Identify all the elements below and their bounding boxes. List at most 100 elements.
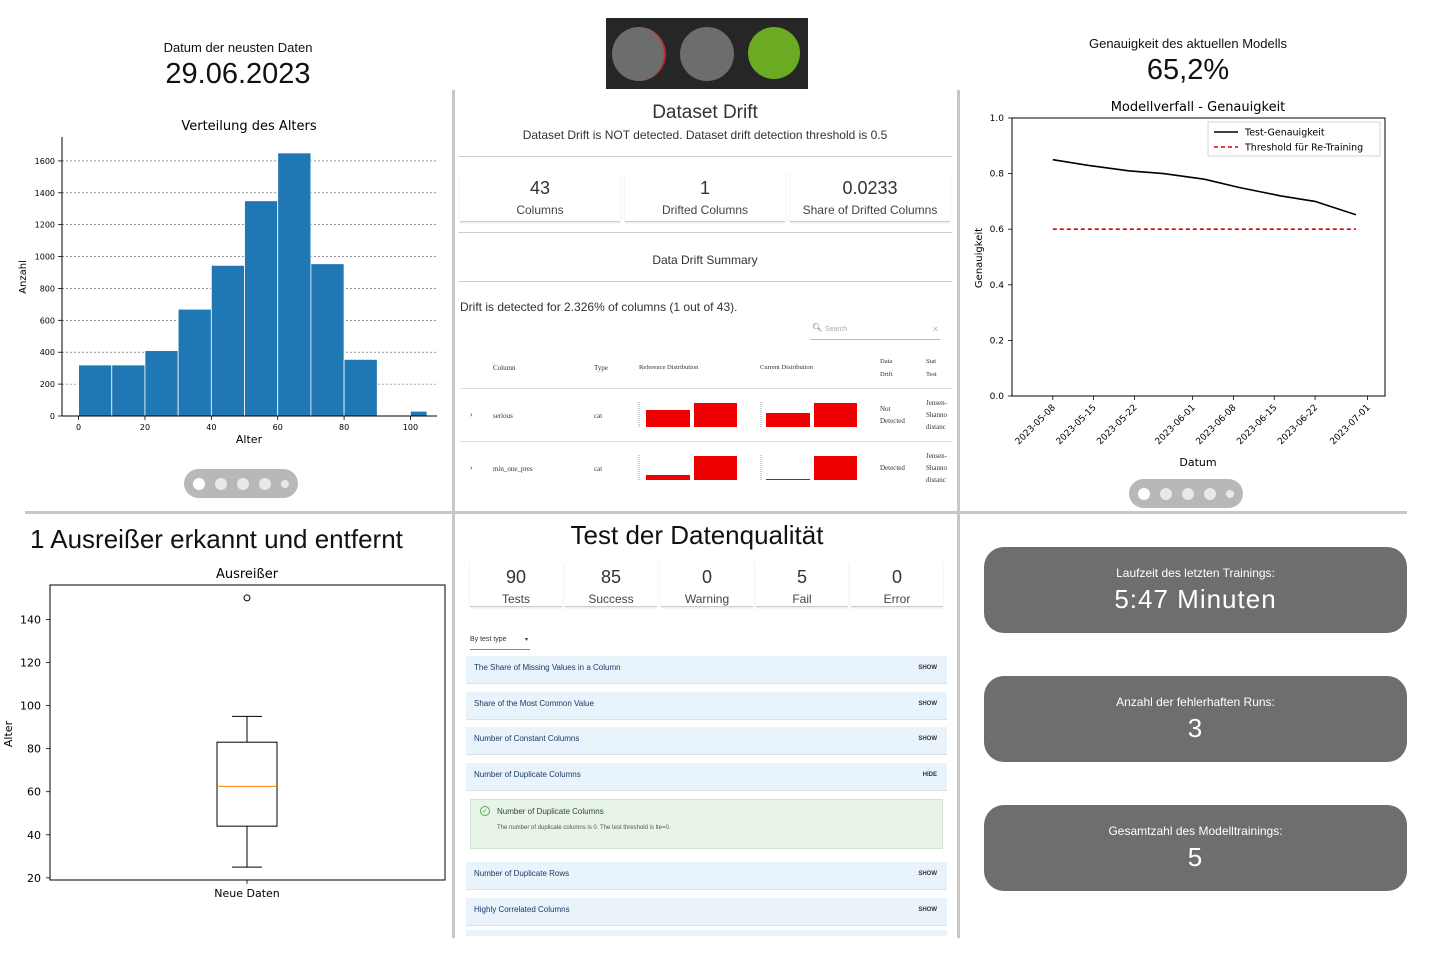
x-tick-label: 2023-06-08	[1195, 403, 1239, 447]
drift-subtitle: Dataset Drift is NOT detected. Dataset d…	[522, 128, 888, 142]
test-row[interactable]: Number of Duplicate Columns HIDE	[466, 763, 947, 791]
y-tick-label: 600	[40, 316, 55, 325]
decay-chart-xlabel: Datum	[1179, 456, 1216, 469]
legend-label: Threshold für Re-Training	[1244, 143, 1363, 154]
y-tick-label: 0.8	[990, 170, 1005, 180]
carousel-dot[interactable]	[193, 477, 205, 490]
quality-metric-card: 5 Fail	[756, 561, 848, 607]
row-column: serious	[493, 412, 513, 420]
stat-label: Gesamtzahl des Modelltrainings:	[1108, 824, 1283, 838]
dist-bar	[814, 403, 857, 427]
test-row[interactable]: Number of Constant Columns SHOW	[466, 727, 947, 755]
x-tick-label: 0	[76, 423, 81, 432]
test-row[interactable]: The Share of Missing Values in a Column S…	[466, 656, 947, 684]
show-button[interactable]: SHOW	[918, 871, 937, 877]
close-icon[interactable]: ×	[932, 324, 938, 334]
histogram-bar	[410, 410, 428, 417]
failed-runs-card: Anzahl der fehlerhaften Runs: 3	[984, 676, 1407, 762]
hide-button[interactable]: HIDE	[922, 772, 937, 778]
row-type: cat	[594, 465, 603, 473]
outlier-boxplot: Ausreißer Alter Neue Daten 20 40 60 80 100 12…	[2, 567, 446, 900]
age-histogram: Verteilung des Alters Anzahl Alter 02004…	[18, 119, 437, 446]
dist-bar	[694, 456, 737, 480]
carousel-dot[interactable]	[1226, 489, 1234, 498]
carousel-dot[interactable]	[259, 477, 271, 490]
metric-value: 5	[796, 567, 807, 587]
search-placeholder: Search	[825, 326, 848, 333]
search-input[interactable]: 🔍︎ Search ×	[810, 322, 940, 340]
show-button[interactable]: SHOW	[918, 701, 937, 707]
carousel-dots[interactable]	[1129, 479, 1243, 508]
x-tick-label: 2023-06-22	[1276, 403, 1320, 447]
metric-label: Share of Drifted Columns	[802, 203, 938, 217]
metric-label: Drifted Columns	[661, 203, 749, 217]
stat-header[interactable]: Test	[926, 371, 937, 378]
row-stat: Jensen-	[926, 399, 947, 407]
carousel-dot[interactable]	[1204, 487, 1216, 500]
divider	[460, 441, 952, 442]
x-tick-label: 2023-05-15	[1055, 403, 1099, 447]
show-button[interactable]: SHOW	[918, 736, 937, 742]
column-header[interactable]: Column	[493, 364, 516, 372]
divider	[460, 388, 952, 389]
metric-label: Columns	[516, 203, 564, 217]
carousel-dot[interactable]	[215, 477, 227, 490]
row-stat: Shanno	[926, 411, 947, 419]
success-check-icon: ✓	[480, 806, 490, 816]
metric-label: Tests	[501, 592, 530, 606]
carousel-dot[interactable]	[237, 477, 249, 490]
test-name: Highly Correlated Columns	[474, 905, 570, 914]
row-type: cat	[594, 412, 603, 420]
histogram-bar	[343, 359, 378, 417]
test-type-select[interactable]: By test type ▾	[470, 636, 530, 650]
carousel-dot[interactable]	[281, 479, 289, 488]
y-tick-label: 1600	[35, 157, 55, 166]
drift-header[interactable]: Drift	[880, 371, 893, 378]
test-row	[466, 930, 947, 936]
metric-value: 43	[529, 178, 551, 198]
test-row[interactable]: Share of the Most Common Value SHOW	[466, 692, 947, 720]
latest-date-label: Datum der neusten Daten	[163, 40, 313, 55]
decay-chart-ylabel: Genauigkeit	[974, 228, 985, 288]
divider	[452, 90, 455, 938]
expand-chevron-icon[interactable]: ›	[470, 410, 473, 419]
test-name: Number of Duplicate Columns	[474, 770, 581, 779]
latest-date-value: 29.06.2023	[165, 58, 311, 90]
boxplot-xlabel: Neue Daten	[214, 887, 280, 900]
drift-summary-title[interactable]: Data Drift Summary	[652, 253, 758, 267]
dist-bar	[694, 403, 737, 427]
expand-chevron-icon[interactable]: ›	[470, 463, 473, 472]
quality-metric-card: 90 Tests	[470, 561, 562, 607]
show-button[interactable]: SHOW	[918, 665, 937, 671]
row-column: min_one_pres	[493, 465, 533, 473]
quality-metric-card: 0 Warning	[661, 561, 753, 607]
stat-header[interactable]: Stat	[926, 358, 937, 365]
carousel-dots[interactable]	[184, 469, 298, 498]
x-tick-label: 40	[206, 423, 216, 432]
row-drift: Detected	[880, 417, 905, 425]
carousel-dot[interactable]	[1182, 487, 1194, 500]
x-tick-label: 20	[140, 423, 150, 432]
drift-detected-text: Drift is detected for 2.326% of columns …	[460, 300, 738, 314]
stat-value: 3	[1187, 713, 1204, 743]
dist-bar	[766, 413, 810, 427]
carousel-dot[interactable]	[1138, 487, 1150, 500]
drift-title: Dataset Drift	[652, 102, 758, 123]
test-row[interactable]: Number of Duplicate Rows SHOW	[466, 862, 947, 890]
divider	[458, 156, 952, 157]
accuracy-label: Genauigkeit des aktuellen Modells	[1088, 36, 1287, 51]
y-tick-label: 400	[40, 348, 55, 357]
carousel-dot[interactable]	[1160, 487, 1172, 500]
test-row[interactable]: Highly Correlated Columns SHOW	[466, 898, 947, 926]
ref-dist-header: Reference Distribution	[639, 364, 699, 371]
y-tick-label: 1000	[35, 253, 55, 262]
type-header[interactable]: Type	[594, 364, 608, 372]
show-button[interactable]: SHOW	[918, 907, 937, 913]
drift-header[interactable]: Data	[880, 358, 893, 365]
plot-frame	[1011, 117, 1386, 397]
x-tick-label: 2023-06-01	[1154, 403, 1198, 447]
x-tick-label: 2023-07-01	[1329, 403, 1373, 447]
y-tick-label: 140	[20, 613, 41, 626]
traffic-light	[606, 18, 808, 89]
test-name: Number of Duplicate Rows	[474, 869, 570, 878]
